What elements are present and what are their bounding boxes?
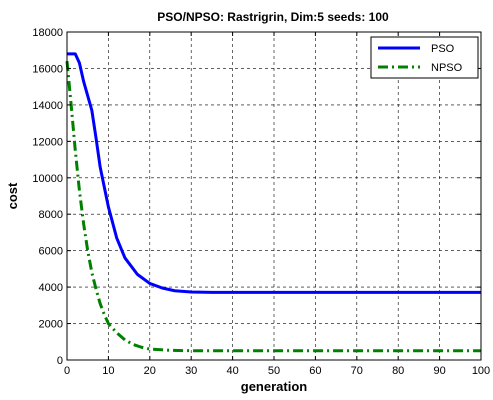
x-tick-label: 80 [392, 365, 404, 377]
series-line-pso [67, 52, 481, 294]
y-tick-label: 18000 [32, 27, 63, 39]
y-axis-ticks: 0 2000 4000 6000 8000 10000 12000 14000 16000 180… [32, 27, 481, 367]
x-tick-label: 10 [102, 365, 114, 377]
x-tick-label: 50 [268, 365, 280, 377]
y-tick-label: 16000 [32, 63, 63, 75]
x-tick-label: 0 [64, 365, 70, 377]
y-tick-label: 0 [57, 355, 63, 367]
x-tick-label: 20 [144, 365, 156, 377]
y-tick-label: 14000 [32, 100, 63, 112]
x-axis-label: generation [241, 379, 308, 394]
y-axis-label: cost [5, 182, 20, 209]
x-tick-label: 40 [226, 365, 238, 377]
x-tick-label: 90 [433, 365, 445, 377]
x-tick-label: 70 [351, 365, 363, 377]
y-tick-label: 10000 [32, 173, 63, 185]
legend-box [370, 36, 479, 79]
x-tick-label: 60 [309, 365, 321, 377]
series-line-npso [65, 61, 481, 353]
y-tick-label: 2000 [39, 319, 63, 331]
chart-title: PSO/NPSO: Rastrigrin, Dim:5 seeds: 100 [157, 10, 389, 24]
legend: PSO NPSO [370, 36, 479, 79]
y-tick-label: 4000 [39, 282, 63, 294]
x-tick-label: 100 [472, 365, 490, 377]
y-tick-label: 12000 [32, 136, 63, 148]
y-tick-label: 8000 [39, 209, 63, 221]
y-tick-label: 6000 [39, 246, 63, 258]
x-axis-ticks: 0 10 20 30 40 50 60 70 80 90 100 [64, 32, 490, 377]
legend-label-pso: PSO [431, 43, 455, 55]
grid [67, 32, 481, 360]
x-tick-label: 30 [185, 365, 197, 377]
series-layer [65, 52, 481, 353]
legend-label-npso: NPSO [431, 62, 463, 74]
